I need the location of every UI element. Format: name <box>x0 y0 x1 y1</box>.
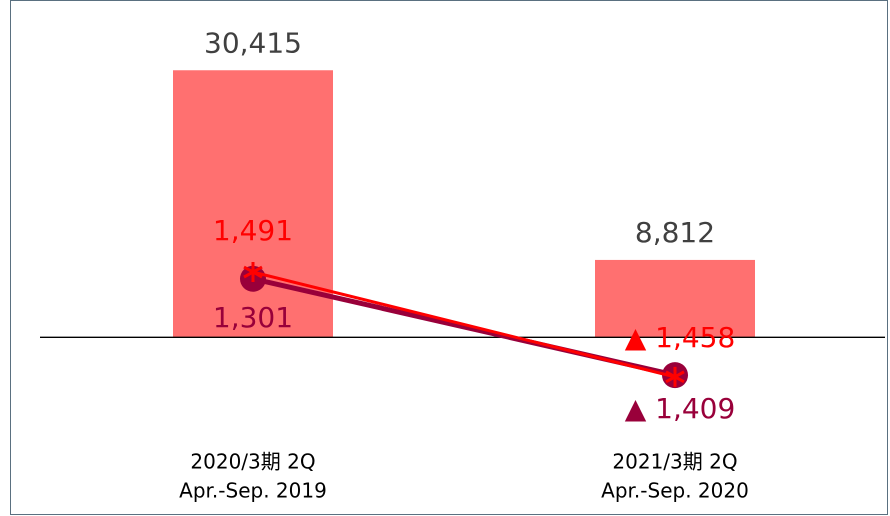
x-tick-label: 2021/3期 2Q <box>612 450 737 474</box>
bar <box>173 70 333 338</box>
x-tick-label: Apr.-Sep. 2019 <box>179 479 327 503</box>
line-value-label: 1,301 <box>213 301 293 334</box>
chart-frame <box>10 0 888 515</box>
line-value-label: 1,491 <box>213 214 293 247</box>
line-marker <box>665 366 685 387</box>
bar-value-label: 30,415 <box>204 26 302 59</box>
line <box>252 270 676 379</box>
x-tick-label: 2020/3期 2Q <box>190 450 315 474</box>
bar-value-label: 8,812 <box>635 216 715 249</box>
bar <box>595 259 755 338</box>
line-marker <box>243 262 263 283</box>
line-value-label: ▲ 1,458 <box>625 321 736 354</box>
x-tick-label: Apr.-Sep. 2020 <box>601 479 749 503</box>
line-value-label: ▲ 1,409 <box>625 392 736 425</box>
